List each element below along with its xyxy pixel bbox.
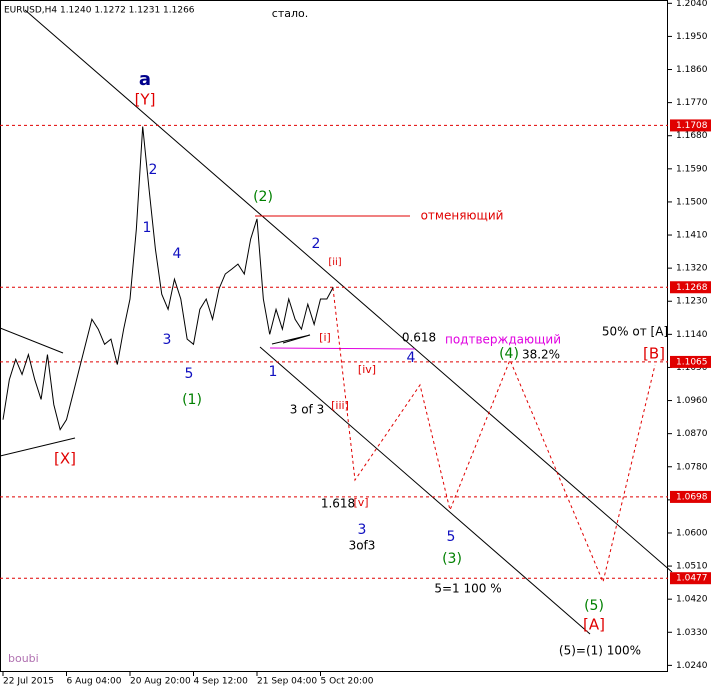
annotation: [Y] <box>135 91 156 109</box>
y-tick-label: 1.0330 <box>676 628 708 638</box>
level-box <box>670 281 711 294</box>
channel-line <box>259 346 591 635</box>
annotation: (1) <box>182 392 202 408</box>
level-label: 1.1708 <box>676 121 708 131</box>
x-tick-label: 22 Jul 2015 <box>3 677 54 687</box>
level-box <box>670 572 711 585</box>
annotation: [A] <box>583 616 605 634</box>
annotation: 50% от [A] <box>602 325 668 339</box>
y-tick-label: 1.1320 <box>676 264 708 274</box>
y-tick-label: 1.1680 <box>676 131 708 141</box>
y-tick-label: 1.1140 <box>676 330 708 340</box>
annotation: 2 <box>149 162 158 178</box>
annotation: 4 <box>407 350 416 366</box>
y-tick-label: 1.1230 <box>676 297 708 307</box>
annotation: [i] <box>319 331 331 344</box>
price-line <box>2 126 334 431</box>
triangle-line <box>0 437 76 457</box>
annotation: 38.2% <box>522 348 560 362</box>
x-tick-label: 6 Aug 04:00 <box>67 677 122 687</box>
header: EURUSD,H4 1.1240 1.1272 1.1231 1.1266 <box>4 6 195 16</box>
annotation: [iii] <box>331 399 349 412</box>
annotation: 3of3 <box>349 539 376 553</box>
y-tick-label: 1.1050 <box>676 363 708 373</box>
y-tick-label: 1.0510 <box>676 562 708 572</box>
chart-title: стало. <box>272 7 308 20</box>
y-tick-label: 1.1500 <box>676 197 708 207</box>
level-box <box>670 119 711 132</box>
y-tick-label: 1.2040 <box>676 0 708 9</box>
level-label: 1.1065 <box>676 357 708 367</box>
forecast-path <box>332 287 656 584</box>
watermark: boubi <box>8 652 39 665</box>
annotation: подтверждающий <box>445 333 561 347</box>
y-tick-label: 1.1860 <box>676 65 708 75</box>
level-box <box>670 355 711 368</box>
drawings <box>0 9 673 635</box>
level-label: 1.0698 <box>676 492 708 502</box>
level-label: 1.0477 <box>676 574 708 584</box>
triangle-line <box>0 327 64 354</box>
y-tick-label: 1.0870 <box>676 429 708 439</box>
annotation: (5)=(1) 100% <box>559 644 641 658</box>
channel-line <box>24 9 673 573</box>
confirm-line <box>269 347 416 350</box>
y-tick-label: 1.0780 <box>676 462 708 472</box>
annotation: 2 <box>312 236 321 252</box>
annotation: 3 of 3 <box>290 403 324 417</box>
triangle-line <box>271 334 311 345</box>
annotation: [X] <box>54 450 76 468</box>
y-tick-label: 1.1590 <box>676 164 708 174</box>
annotation: (2) <box>253 189 273 205</box>
x-tick-label: 21 Sep 04:00 <box>257 677 317 687</box>
x-tick-label: 20 Aug 20:00 <box>130 677 191 687</box>
annotation: 1 <box>143 220 152 236</box>
annotation: [ii] <box>328 257 341 268</box>
y-tick-label: 1.0960 <box>676 396 708 406</box>
annotation: (4) <box>499 346 519 362</box>
annotation: 3 <box>358 522 367 538</box>
y-tick-label: 1.1410 <box>676 231 708 241</box>
annotation: 1 <box>269 364 278 380</box>
annotation: [iv] <box>358 363 376 376</box>
annotation: a <box>139 69 151 90</box>
x-tick-label: 4 Sep 12:00 <box>194 677 249 687</box>
y-tick-label: 1.1950 <box>676 32 708 42</box>
level-box <box>670 490 711 503</box>
annotation: 3 <box>163 332 172 348</box>
annotation: 0.618 <box>402 331 436 345</box>
y-tick-label: 1.0240 <box>676 661 708 671</box>
annotation: отменяющий <box>421 209 504 223</box>
x-tick-label: 5 Oct 20:00 <box>321 677 374 687</box>
annotation: 5=1 100 % <box>434 582 501 596</box>
annotation: 4 <box>173 246 182 262</box>
plot-frame <box>0 0 668 672</box>
annotation: 5 <box>185 366 194 382</box>
annotation: 1.618 <box>321 497 355 511</box>
annotation: 5 <box>447 529 456 545</box>
annotation: [v] <box>353 496 368 509</box>
annotation: (5) <box>584 598 604 614</box>
y-tick-label: 1.0600 <box>676 528 708 538</box>
level-label: 1.1268 <box>676 283 708 293</box>
annotation: [B] <box>643 345 665 363</box>
y-tick-label: 1.0420 <box>676 595 708 605</box>
y-tick-label: 1.1770 <box>676 98 708 108</box>
annotation: (3) <box>442 551 462 567</box>
